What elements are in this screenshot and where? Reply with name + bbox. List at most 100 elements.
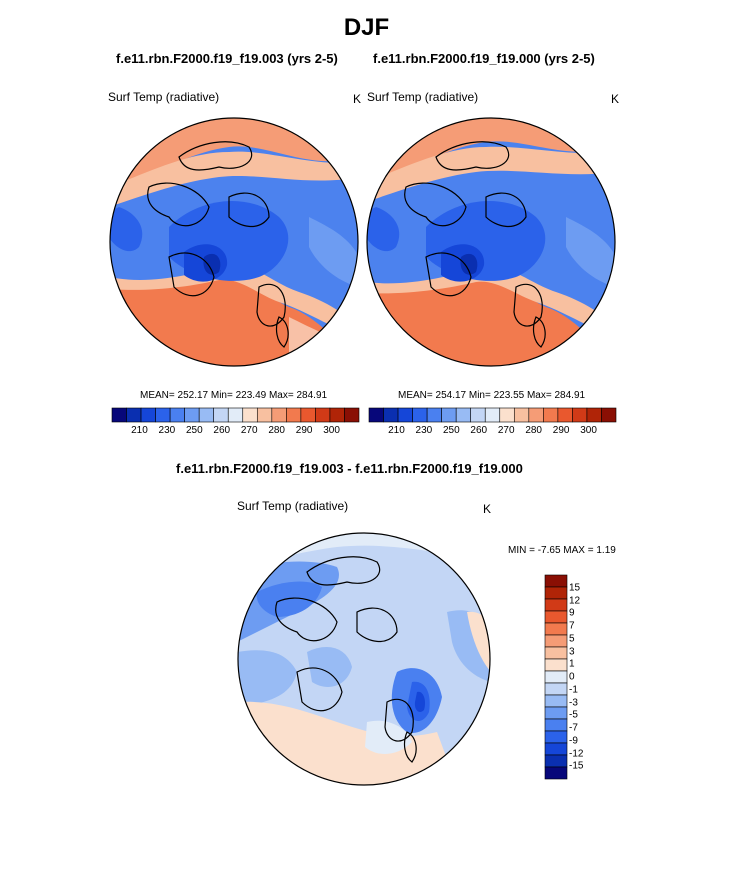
colorbar-swatch bbox=[271, 407, 287, 423]
colorbar-swatch bbox=[256, 407, 273, 423]
colorbar-swatch bbox=[126, 407, 142, 423]
colorbar-swatch bbox=[286, 407, 302, 423]
panel1-stats: MEAN= 252.17 Min= 223.49 Max= 284.91 bbox=[140, 390, 328, 401]
colorbar-tick-label: 270 bbox=[240, 425, 258, 436]
colorbar-swatch bbox=[544, 598, 568, 612]
diff-colorbar-ticks: 15 12 9 7 5 3 1 0 -1 -3 -5 -7 -9 -12 -15 bbox=[569, 575, 609, 779]
colorbar-swatch bbox=[544, 622, 568, 636]
panel2-polar-map bbox=[366, 117, 616, 367]
colorbar-tick-label: 5 bbox=[569, 633, 575, 645]
colorbar-tick-label: 290 bbox=[295, 425, 313, 436]
colorbar-swatch bbox=[544, 586, 568, 600]
colorbar-tick-label: 15 bbox=[569, 582, 581, 594]
colorbar-tick-label: -9 bbox=[569, 735, 578, 747]
colorbar-swatch bbox=[544, 754, 568, 768]
colorbar-swatch bbox=[344, 407, 360, 423]
panel2-colorbar-ticks: 210 230 250 260 270 280 290 300 bbox=[369, 425, 616, 439]
colorbar-swatch bbox=[544, 742, 568, 756]
colorbar-swatch bbox=[213, 407, 229, 423]
colorbar-tick-label: 7 bbox=[569, 620, 575, 632]
colorbar-tick-label: 230 bbox=[158, 425, 176, 436]
colorbar-swatch bbox=[426, 407, 442, 423]
colorbar-tick-label: -7 bbox=[569, 722, 578, 734]
colorbar-swatch bbox=[315, 407, 331, 423]
colorbar-tick-label: -3 bbox=[569, 697, 578, 708]
figure-title: DJF bbox=[343, 14, 390, 41]
colorbar-tick-label: 12 bbox=[569, 595, 581, 606]
colorbar-swatch bbox=[368, 407, 384, 423]
panel1-polar-map bbox=[109, 117, 359, 367]
colorbar-swatch bbox=[111, 407, 127, 423]
colorbar-swatch bbox=[470, 407, 486, 423]
colorbar-swatch bbox=[513, 407, 530, 423]
panel1-variable-label: Surf Temp (radiative) bbox=[108, 90, 220, 104]
colorbar-swatch bbox=[441, 407, 457, 423]
colorbar-swatch bbox=[184, 407, 200, 423]
diff-units-label: K bbox=[483, 502, 492, 516]
colorbar-tick-label: -15 bbox=[569, 760, 584, 772]
colorbar-tick-label: -1 bbox=[569, 684, 578, 696]
colorbar-tick-label: -12 bbox=[569, 748, 584, 759]
colorbar-tick-label: 210 bbox=[388, 425, 405, 436]
colorbar-swatch bbox=[544, 574, 568, 588]
colorbar-swatch bbox=[198, 407, 215, 423]
colorbar-swatch bbox=[544, 634, 568, 648]
colorbar-swatch bbox=[227, 407, 244, 423]
colorbar-tick-label: 300 bbox=[323, 425, 340, 436]
colorbar-swatch bbox=[544, 706, 568, 720]
colorbar-swatch bbox=[484, 407, 501, 423]
colorbar-swatch bbox=[544, 718, 568, 732]
colorbar-tick-label: 260 bbox=[470, 425, 488, 436]
colorbar-swatch bbox=[169, 407, 185, 423]
colorbar-swatch bbox=[586, 407, 602, 423]
panel2-colorbar bbox=[368, 407, 617, 423]
colorbar-swatch bbox=[572, 407, 588, 423]
colorbar-tick-label: 230 bbox=[415, 425, 433, 436]
colorbar-swatch bbox=[544, 694, 568, 708]
colorbar-tick-label: 250 bbox=[185, 425, 203, 436]
panel1-colorbar bbox=[111, 407, 360, 423]
colorbar-tick-label: 1 bbox=[569, 658, 575, 670]
colorbar-tick-label: 210 bbox=[131, 425, 148, 436]
colorbar-swatch bbox=[383, 407, 399, 423]
panel1-case-label: f.e11.rbn.F2000.f19_f19.003 (yrs 2-5) bbox=[116, 51, 338, 66]
colorbar-swatch bbox=[544, 682, 568, 696]
colorbar-tick-label: 280 bbox=[268, 425, 285, 436]
colorbar-swatch bbox=[601, 407, 617, 423]
diff-polar-map bbox=[237, 532, 491, 786]
colorbar-tick-label: 3 bbox=[569, 646, 575, 657]
colorbar-tick-label: 270 bbox=[497, 425, 515, 436]
colorbar-swatch bbox=[140, 407, 156, 423]
colorbar-swatch bbox=[155, 407, 171, 423]
panel2-case-label: f.e11.rbn.F2000.f19_f19.000 (yrs 2-5) bbox=[373, 51, 595, 66]
colorbar-swatch bbox=[544, 658, 568, 672]
colorbar-swatch bbox=[499, 407, 515, 423]
colorbar-swatch bbox=[544, 646, 568, 660]
colorbar-swatch bbox=[300, 407, 316, 423]
colorbar-tick-label: 300 bbox=[580, 425, 597, 436]
colorbar-swatch bbox=[544, 766, 568, 780]
colorbar-swatch bbox=[242, 407, 258, 423]
colorbar-tick-label: 0 bbox=[569, 671, 575, 683]
colorbar-swatch bbox=[397, 407, 413, 423]
colorbar-swatch bbox=[329, 407, 345, 423]
colorbar-swatch bbox=[528, 407, 544, 423]
colorbar-swatch bbox=[544, 610, 568, 624]
panel1-colorbar-ticks: 210 230 250 260 270 280 290 300 bbox=[112, 425, 359, 439]
colorbar-tick-label: 290 bbox=[552, 425, 570, 436]
colorbar-tick-label: 9 bbox=[569, 607, 575, 619]
colorbar-tick-label: -5 bbox=[569, 709, 578, 721]
panel2-units-label: K bbox=[611, 92, 620, 106]
colorbar-swatch bbox=[412, 407, 428, 423]
colorbar-tick-label: 260 bbox=[213, 425, 231, 436]
panel2-variable-label: Surf Temp (radiative) bbox=[367, 90, 479, 104]
panel2-stats: MEAN= 254.17 Min= 223.55 Max= 284.91 bbox=[398, 390, 586, 401]
colorbar-swatch bbox=[455, 407, 472, 423]
colorbar-swatch bbox=[543, 407, 559, 423]
diff-title: f.e11.rbn.F2000.f19_f19.003 - f.e11.rbn.… bbox=[176, 461, 523, 476]
diff-colorbar bbox=[544, 574, 568, 780]
diff-minmax: MIN = -7.65 MAX = 1.19 bbox=[508, 545, 616, 556]
colorbar-swatch bbox=[557, 407, 573, 423]
panel1-units-label: K bbox=[353, 92, 362, 106]
colorbar-tick-label: 250 bbox=[442, 425, 460, 436]
